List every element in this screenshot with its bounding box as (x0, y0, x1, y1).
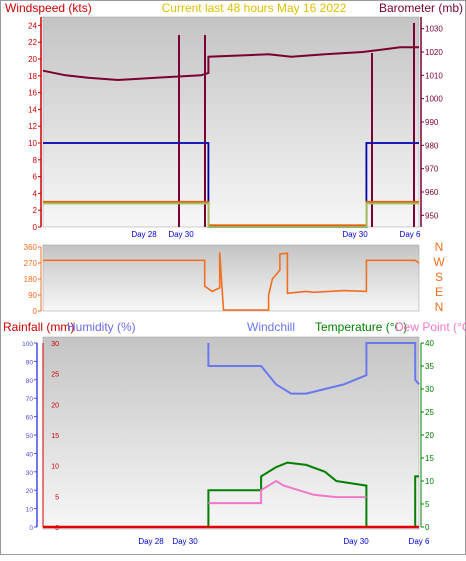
dewpoint-line (208, 479, 367, 505)
rainfall-tick-label: 5 (55, 494, 59, 501)
direction-tick-label: 90 (28, 291, 37, 300)
x-tick-label: Day 30 (342, 230, 368, 239)
windspeed-tick-label: 8 (33, 156, 38, 165)
x-tick-label: Day 30 (172, 537, 198, 546)
temperature-tick-label: 25 (425, 408, 434, 417)
humidity-tick-label: 100 (22, 341, 33, 348)
windspeed-tick-label: 4 (33, 189, 38, 198)
windspeed-tick-label: 0 (33, 223, 38, 232)
rainfall-tick-label: 0 (55, 525, 59, 532)
dewpoint-label: Dew Point (°C) (395, 320, 466, 334)
direction-tick-label: 360 (24, 243, 38, 252)
x-tick-label: Day 28 (138, 537, 164, 546)
direction-tick-label: 180 (24, 275, 38, 284)
x-tick-label: Day 6 (400, 230, 421, 239)
windspeed-tick-label: 12 (28, 122, 37, 131)
temperature-tick-label: 35 (425, 362, 434, 371)
humidity-tick-label: 0 (29, 525, 33, 532)
x-tick-label: Day 28 (131, 230, 157, 239)
temperature-tick-label: 30 (425, 385, 434, 394)
direction-tick-label: 270 (24, 259, 38, 268)
windspeed-tick-label: 2 (33, 206, 38, 215)
humidity-tick-label: 80 (26, 378, 34, 385)
barometer-tick-label: 1020 (425, 48, 443, 57)
direction-tick-label: 0 (33, 307, 38, 316)
rainfall-axis-title: Rainfall (mm) (3, 320, 74, 334)
humidity-tick-label: 40 (26, 451, 34, 458)
humidity-tick-label: 30 (26, 470, 34, 477)
windspeed-tick-label: 16 (28, 89, 37, 98)
temperature-tick-label: 5 (425, 500, 430, 509)
windchill-label: Windchill (247, 320, 295, 334)
windspeed-tick-label: 6 (33, 173, 38, 182)
barometer-tick-label: 1010 (425, 71, 443, 80)
temperature-tick-label: 15 (425, 454, 434, 463)
humidity-tick-label: 70 (26, 396, 34, 403)
wind-plot-area (42, 16, 420, 228)
windspeed-tick-label: 24 (28, 21, 37, 30)
direction-plot-area (42, 244, 420, 312)
x-tick-label: Day 30 (168, 230, 194, 239)
barometer-tick-label: 950 (425, 211, 439, 220)
humidity-tick-label: 60 (26, 415, 34, 422)
humidity-tick-label: 90 (26, 359, 34, 366)
windspeed-axis-title: Windspeed (kts) (5, 1, 92, 15)
x-tick-label: Day 6 (409, 537, 430, 546)
rainfall-tick-label: 15 (51, 433, 59, 440)
compass-label: N (435, 240, 444, 254)
temperature-axis-title: Temperature (°C) (315, 320, 407, 334)
temperature-tick-label: 40 (425, 339, 434, 348)
barometer-tick-label: 1000 (425, 95, 443, 104)
humidity-tick-label: 50 (26, 433, 34, 440)
barometer-tick-label: 980 (425, 141, 439, 150)
windspeed-tick-label: 20 (28, 55, 37, 64)
x-tick-label: Day 30 (343, 537, 369, 546)
barometer-axis-title: Barometer (mb) (379, 1, 463, 15)
humidity-axis-title: Humidity (%) (67, 320, 136, 334)
compass-label: W (433, 255, 445, 269)
humidity-tick-label: 20 (26, 488, 34, 495)
temperature-tick-label: 20 (425, 431, 434, 440)
rainfall-tick-label: 20 (51, 402, 59, 409)
wind_direction-line (43, 252, 420, 311)
barometer-tick-label: 1030 (425, 25, 443, 34)
temperature-tick-label: 0 (425, 523, 430, 532)
humidity-tick-label: 10 (26, 507, 34, 514)
windchill-line (207, 342, 420, 395)
rainfall-tick-label: 25 (51, 372, 59, 379)
wind_green-line (43, 202, 419, 228)
rainfall-tick-label: 30 (51, 341, 59, 348)
barometer-tick-label: 970 (425, 165, 439, 174)
rainfall-tick-label: 10 (51, 464, 59, 471)
windspeed-tick-label: 22 (28, 38, 37, 47)
barometer-line (42, 46, 419, 82)
chart-title: Current last 48 hours May 16 2022 (162, 1, 347, 15)
temperature-tick-label: 10 (425, 477, 434, 486)
compass-label: S (435, 270, 443, 284)
chart-marks: 0246810121416182022249509609709809901000… (22, 17, 445, 546)
windspeed-tick-label: 18 (28, 72, 37, 81)
windspeed-tick-label: 14 (28, 105, 37, 114)
wind_red-line (43, 200, 419, 227)
barometer-tick-label: 990 (425, 118, 439, 127)
windspeed-tick-label: 10 (28, 139, 37, 148)
compass-label: E (435, 285, 443, 299)
barometer-tick-label: 960 (425, 188, 439, 197)
compass-label: N (435, 300, 444, 314)
